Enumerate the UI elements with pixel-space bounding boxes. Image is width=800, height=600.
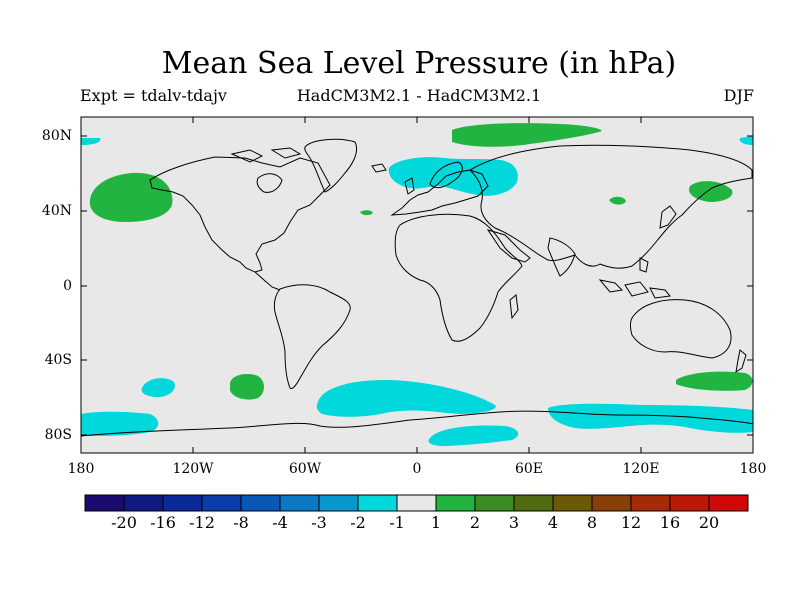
colorbar [84, 494, 749, 512]
coast-south-america [273, 284, 351, 389]
coast-europe [390, 169, 489, 216]
coast-antarctica [80, 410, 754, 437]
colorbar-label: 12 [620, 513, 642, 532]
colorbar-label: -16 [150, 513, 176, 532]
colorbar-box [201, 494, 242, 512]
season-label: DJF [723, 86, 754, 105]
x-tick-180w: 180 [67, 461, 95, 477]
colorbar-box [396, 494, 437, 512]
x-tick-60e: 60E [514, 461, 544, 477]
anomaly-small-atlantic [360, 210, 373, 216]
colorbar-box [357, 494, 398, 512]
coast-arabia [486, 229, 531, 263]
x-tick-120e: 120E [622, 461, 660, 477]
anomaly-south-pacific-east [141, 378, 175, 398]
colorbar-box [513, 494, 554, 512]
coast-india [547, 237, 576, 277]
anomaly-arctic-edge [81, 138, 101, 145]
colorbar-label: 8 [586, 513, 598, 532]
colorbar-label: -4 [272, 513, 288, 532]
colorbar-label: -20 [111, 513, 137, 532]
experiment-label: Expt = tdalv-tdajv [80, 86, 227, 105]
anomaly-northern-europe [388, 157, 518, 196]
colorbar-box [123, 494, 164, 512]
anomaly-arctic-siberia [452, 123, 602, 147]
anomaly-antarctic-circumpolar [548, 403, 753, 433]
x-tick-60w: 60W [288, 461, 322, 477]
colorbar-label: -3 [311, 513, 327, 532]
anomaly-south-west-pacific [676, 371, 753, 391]
y-tick-40n: 40N [41, 203, 72, 219]
colorbar-box [669, 494, 710, 512]
anomaly-arctic-east [739, 136, 753, 145]
x-tick-180e: 180 [739, 461, 767, 477]
y-tick-80n: 80N [41, 128, 72, 144]
colorbar-label: -1 [389, 513, 405, 532]
anomaly-shading [81, 123, 753, 446]
colorbar-box [591, 494, 632, 512]
y-tick-0: 0 [63, 278, 72, 294]
coast-uk [404, 177, 415, 195]
colorbar-label: 4 [547, 513, 559, 532]
colorbar-box [474, 494, 515, 512]
colorbar-label: 20 [698, 513, 720, 532]
anomaly-south-pacific-west [230, 374, 264, 400]
coast-new-zealand [735, 349, 747, 374]
colorbar-label: 3 [508, 513, 520, 532]
anomaly-south-atlantic [316, 380, 496, 417]
coast-arctic-islands [230, 147, 302, 163]
colorbar-box [84, 494, 125, 512]
coast-scandinavia [429, 161, 463, 189]
coast-australia [630, 299, 732, 359]
colorbar-label: 16 [659, 513, 681, 532]
colorbar-box [708, 494, 749, 512]
coast-madagascar [509, 294, 519, 320]
map-title: Mean Sea Level Pressure (in hPa) [161, 46, 677, 81]
colorbar-label: -2 [350, 513, 366, 532]
colorbar-label: 1 [430, 513, 442, 532]
anomaly-antarctic-pacific [81, 411, 159, 436]
colorbar-label: -12 [189, 513, 215, 532]
colorbar-box [630, 494, 671, 512]
axis-ticks [81, 117, 753, 453]
colorbar-box [552, 494, 593, 512]
anomaly-small-nw-pacific [609, 196, 626, 205]
y-tick-40s: 40S [44, 352, 72, 368]
colorbar-box [279, 494, 320, 512]
x-tick-120w: 120W [172, 461, 214, 477]
colorbar-box [240, 494, 281, 512]
anomaly-antarctic-atlantic [428, 425, 519, 446]
coast-hudson-bay [256, 173, 283, 193]
colorbar-label: 2 [469, 513, 481, 532]
models-label: HadCM3M2.1 - HadCM3M2.1 [296, 86, 542, 105]
coast-central-america [254, 271, 281, 291]
coastlines [80, 138, 754, 437]
coast-greenland [304, 138, 358, 193]
coast-japan [659, 205, 677, 229]
coast-north-america [149, 156, 331, 273]
x-tick-0: 0 [412, 461, 422, 477]
y-tick-80s: 80S [44, 427, 72, 443]
colorbar-box [318, 494, 359, 512]
colorbar-box [162, 494, 203, 512]
colorbar-box [435, 494, 476, 512]
coast-iceland [371, 163, 387, 173]
colorbar-label: -8 [233, 513, 249, 532]
coast-se-asia [598, 257, 671, 299]
